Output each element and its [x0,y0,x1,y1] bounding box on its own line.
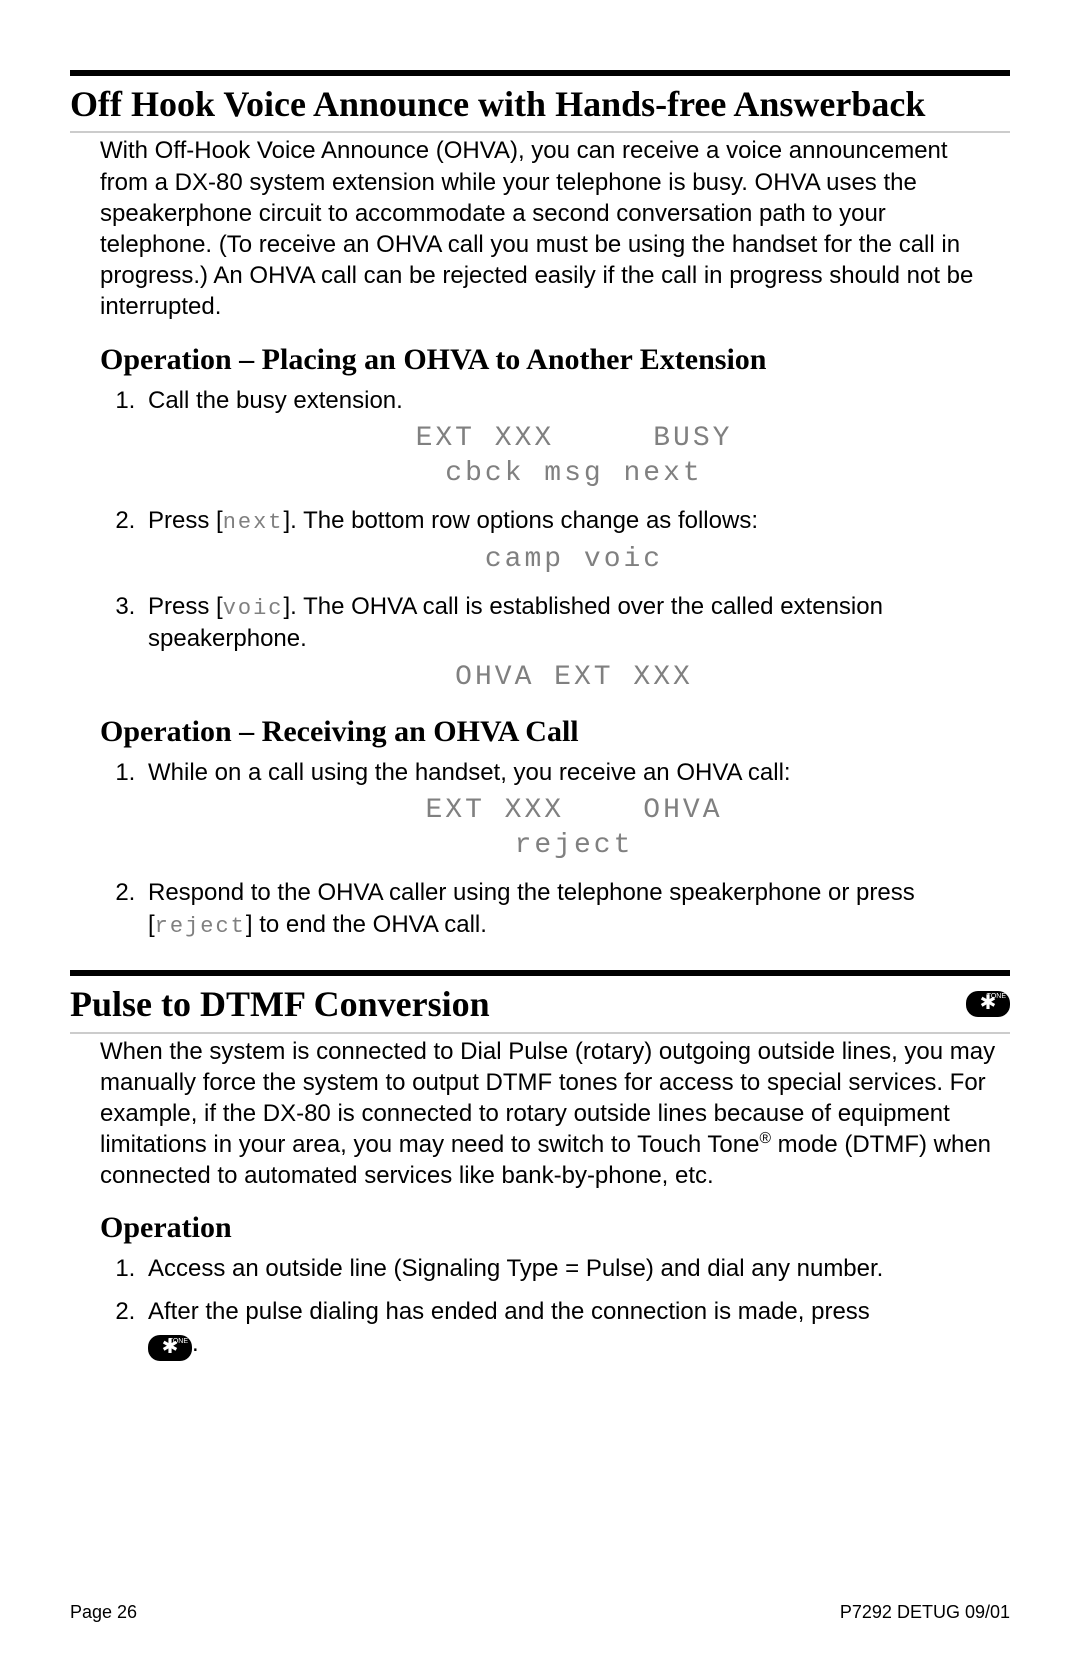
tone-button-icon: ✱ TONE [148,1335,192,1361]
softkey-reject: reject [155,914,246,939]
step-text-a: Press [ [148,507,223,534]
step: After the pulse dialing has ended and th… [142,1296,1000,1361]
steps-receiving: While on a call using the handset, you r… [100,757,1000,942]
steps-pulse: Access an outside line (Signaling Type =… [100,1253,1000,1360]
pulse-intro: When the system is connected to Dial Pul… [100,1036,1010,1192]
step-text-b: ]. The bottom row options change as foll… [284,507,758,534]
step-text-b: ] to end the OHVA call. [246,911,487,938]
rule-top-1 [70,70,1010,76]
step: While on a call using the handset, you r… [142,757,1000,863]
step: Call the busy extension. EXT XXX BUSY cb… [142,385,1000,491]
tone-label: TONE [169,1337,188,1346]
section-title-ohva: Off Hook Voice Announce with Hands-free … [70,84,1010,125]
manual-page: Off Hook Voice Announce with Hands-free … [0,0,1080,1669]
steps-placing: Call the busy extension. EXT XXX BUSY cb… [100,385,1000,695]
step-text: Access an outside line (Signaling Type =… [148,1255,883,1282]
step: Access an outside line (Signaling Type =… [142,1253,1000,1285]
tone-button-icon: ✱ TONE [966,991,1010,1017]
step-text: While on a call using the handset, you r… [148,759,791,786]
page-footer: Page 26 P7292 DETUG 09/01 [70,1602,1010,1623]
rule-under-2 [70,1032,1010,1034]
subhead-operation: Operation [100,1211,1010,1245]
registered-mark: ® [759,1130,771,1147]
lcd-display: camp voic [148,542,1000,577]
lcd-display: OHVA EXT XXX [148,660,1000,695]
ohva-intro: With Off-Hook Voice Announce (OHVA), you… [100,135,1010,322]
softkey-next: next [223,510,284,535]
subhead-receiving: Operation – Receiving an OHVA Call [100,715,1010,749]
step-text: Call the busy extension. [148,387,403,414]
step: Respond to the OHVA caller using the tel… [142,877,1000,942]
step-text-a: Press [ [148,593,223,620]
section-title-row: Pulse to DTMF Conversion ✱ TONE [70,976,1010,1031]
section-title-pulse: Pulse to DTMF Conversion [70,984,490,1025]
step-trail: . [192,1330,199,1357]
footer-doc-id: P7292 DETUG 09/01 [840,1602,1010,1623]
lcd-display: EXT XXX OHVA reject [148,793,1000,863]
subhead-placing: Operation – Placing an OHVA to Another E… [100,343,1010,377]
tone-label: TONE [987,993,1006,1000]
rule-under-1 [70,131,1010,133]
step-text: After the pulse dialing has ended and th… [148,1298,870,1325]
footer-page: Page 26 [70,1602,137,1623]
step: Press [voic]. The OHVA call is establish… [142,591,1000,695]
step: Press [next]. The bottom row options cha… [142,505,1000,577]
softkey-voic: voic [223,596,284,621]
lcd-display: EXT XXX BUSY cbck msg next [148,421,1000,491]
